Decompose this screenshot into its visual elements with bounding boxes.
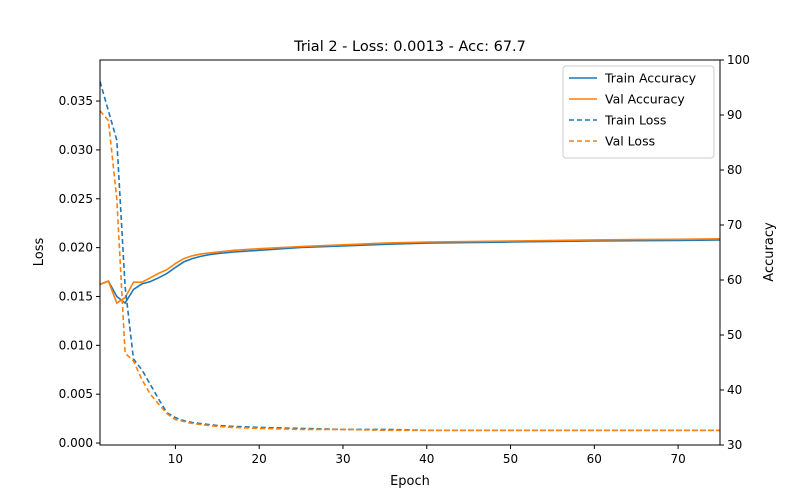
- y-axis-left: 0.000 0.005 0.010 0.015 0.020 0.025 0.030 0.035: [59, 94, 100, 450]
- legend-entry-label: Val Accuracy: [605, 92, 685, 107]
- x-axis: 10 20 30 40 50 60 70: [168, 445, 686, 466]
- legend: Train Accuracy Val Accuracy Train Loss Val …: [562, 65, 715, 159]
- y-left-tick-label: 0.030: [59, 143, 93, 157]
- y-right-tick-label: 50: [727, 328, 742, 342]
- y-right-tick-label: 30: [727, 438, 742, 452]
- legend-entry-label: Train Loss: [604, 113, 666, 128]
- x-tick-label: 30: [335, 452, 350, 466]
- y-left-tick-label: 0.015: [59, 289, 93, 303]
- x-tick-label: 10: [168, 452, 183, 466]
- y-left-tick-label: 0.025: [59, 192, 93, 206]
- x-tick-label: 50: [503, 452, 518, 466]
- x-tick-label: 60: [587, 452, 602, 466]
- y-right-tick-label: 80: [727, 163, 742, 177]
- x-tick-label: 70: [670, 452, 685, 466]
- series-line-train-loss: [99, 81, 720, 432]
- legend-entry-label: Train Accuracy: [604, 71, 697, 86]
- y-left-tick-label: 0.000: [59, 436, 93, 450]
- y-right-tick-label: 60: [727, 273, 742, 287]
- chart-title: Trial 2 - Loss: 0.0013 - Acc: 67.7: [293, 39, 526, 55]
- series-line-train-accuracy: [99, 239, 721, 305]
- series-line-val-accuracy: [99, 238, 721, 305]
- y-left-tick-label: 0.035: [59, 94, 93, 108]
- y-right-tick-label: 90: [727, 108, 742, 122]
- y-left-tick-label: 0.010: [59, 338, 93, 352]
- y-right-tick-label: 40: [727, 383, 742, 397]
- plot-area: [99, 81, 721, 432]
- y-left-tick-label: 0.020: [59, 241, 93, 255]
- y-axis-left-label: Loss: [32, 238, 47, 267]
- x-tick-label: 40: [419, 452, 434, 466]
- y-right-tick-label: 100: [727, 53, 750, 67]
- legend-box: [562, 65, 715, 159]
- series-line-val-loss: [99, 110, 720, 432]
- y-axis-right-label: Accuracy: [762, 222, 777, 282]
- x-axis-label: Epoch: [390, 474, 430, 489]
- plot-frame: [99, 59, 721, 446]
- legend-entry-label: Val Loss: [605, 134, 655, 149]
- x-tick-label: 20: [252, 452, 267, 466]
- y-left-tick-label: 0.005: [59, 387, 93, 401]
- y-right-tick-label: 70: [727, 218, 742, 232]
- y-axis-right: 30 40 50 60 70 80 90 100: [720, 53, 750, 452]
